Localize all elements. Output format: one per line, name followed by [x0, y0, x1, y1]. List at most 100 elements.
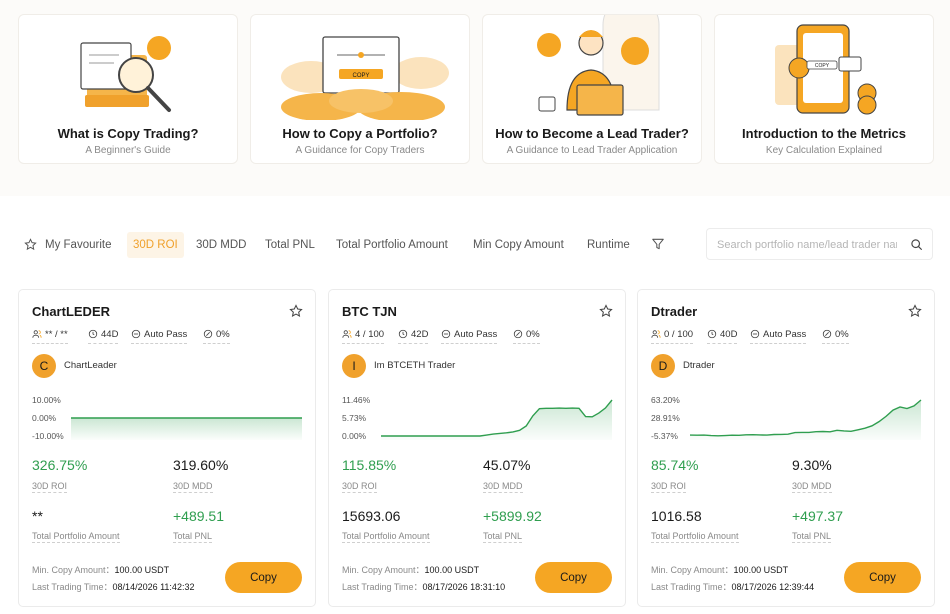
copiers-count: 4 / 100 — [355, 329, 385, 340]
mdd-value: 319.60% — [173, 457, 229, 473]
auto-pass-icon — [441, 329, 451, 339]
copiers-count: 0 / 100 — [664, 329, 694, 340]
min-copy-amount: Min. Copy Amount：100.00 USDT — [342, 563, 479, 576]
portfolio-card-0[interactable]: ChartLEDER ** / ** 44D Auto Pass 0% C — [18, 289, 316, 607]
profit-share: 0% — [216, 329, 230, 340]
auto-pass-meta: Auto Pass — [441, 328, 498, 344]
users-icon — [342, 330, 352, 338]
users-icon — [32, 330, 42, 338]
guide-title: Introduction to the Metrics — [742, 126, 906, 141]
runtime-days: 44D — [101, 329, 119, 340]
trader-laptop-illustration — [537, 15, 660, 116]
percent-icon — [513, 329, 523, 339]
filter-funnel-icon[interactable] — [651, 237, 665, 251]
profit-share-meta: 0% — [513, 328, 540, 344]
days-meta: 44D — [88, 328, 119, 344]
auto-pass-label: Auto Pass — [144, 329, 188, 340]
roi-area — [381, 400, 612, 440]
y-tick-label: 11.46% — [342, 395, 371, 405]
auto-pass-icon — [131, 329, 141, 339]
tab-total-pnl[interactable]: Total PNL — [265, 239, 315, 251]
favourite-star-icon[interactable] — [599, 304, 613, 318]
tab-min-copy-amount[interactable]: Min Copy Amount — [473, 239, 564, 251]
y-tick-label: 0.00% — [342, 431, 367, 441]
guide-subtitle: A Guidance to Lead Trader Application — [506, 145, 678, 156]
favourite-star-icon[interactable] — [289, 304, 303, 318]
guide-title: What is Copy Trading? — [57, 126, 199, 141]
copiers-count: ** / ** — [45, 329, 68, 340]
roi-chart-plot — [689, 399, 922, 440]
pnl-label: Total PNL — [173, 531, 213, 543]
guide-card-what-is-copy-trading[interactable]: What is Copy Trading? A Beginner's Guide — [18, 14, 238, 164]
phone-coins-illustration: COPY — [775, 24, 877, 115]
tab-total-portfolio-amount[interactable]: Total Portfolio Amount — [336, 239, 448, 251]
roi-line — [689, 399, 922, 437]
clock-icon — [707, 329, 717, 339]
roi-chart: 10.00% 0.00% -10.00% — [19, 392, 317, 448]
avatar: I — [342, 354, 366, 378]
folder-magnifier-illustration — [80, 36, 171, 112]
lead-trader-name: ChartLeader — [64, 360, 117, 371]
search-icon[interactable] — [910, 238, 923, 251]
min-copy-label: Min. Copy Amount： — [32, 565, 115, 575]
days-meta: 42D — [398, 328, 429, 344]
auto-pass-meta: Auto Pass — [750, 328, 807, 344]
tab-30d-roi[interactable]: 30D ROI — [127, 232, 184, 258]
pnl-label: Total PNL — [483, 531, 523, 543]
portfolio-value: 1016.58 — [651, 508, 702, 524]
y-tick-label: 5.73% — [342, 413, 367, 423]
profit-share-meta: 0% — [203, 328, 230, 344]
portfolio-value: ** — [32, 508, 43, 524]
portfolio-card-1[interactable]: BTC TJN 4 / 100 42D Auto Pass 0% I — [328, 289, 626, 607]
users-icon — [651, 330, 661, 338]
min-copy-label: Min. Copy Amount： — [342, 565, 425, 575]
y-tick-label: 28.91% — [651, 413, 680, 423]
roi-area — [71, 418, 302, 440]
search-box — [706, 228, 933, 260]
last-trading-value: 08/14/2026 11:42:32 — [112, 582, 195, 592]
last-trading-label: Last Trading Time： — [651, 582, 732, 592]
guide-card-metrics[interactable]: COPY Introduction to the Metrics Key Cal… — [714, 14, 934, 164]
clock-icon — [88, 329, 98, 339]
tab-30d-mdd[interactable]: 30D MDD — [196, 239, 247, 251]
y-tick-label: -10.00% — [32, 431, 64, 441]
last-trading-label: Last Trading Time： — [342, 582, 423, 592]
y-tick-label: 63.20% — [651, 395, 680, 405]
auto-pass-icon — [750, 329, 760, 339]
profit-share-meta: 0% — [822, 328, 849, 344]
percent-icon — [822, 329, 832, 339]
auto-pass-meta: Auto Pass — [131, 328, 188, 344]
guide-subtitle: A Guidance for Copy Traders — [295, 145, 425, 156]
roi-label: 30D ROI — [651, 481, 687, 493]
copy-button[interactable]: Copy — [844, 562, 921, 593]
portfolio-label: Total Portfolio Amount — [342, 531, 430, 543]
last-trading-label: Last Trading Time： — [32, 582, 113, 592]
search-input[interactable] — [717, 235, 897, 255]
last-trading-time: Last Trading Time：08/17/2026 18:31:10 — [342, 580, 505, 593]
copiers-meta: 0 / 100 — [651, 328, 694, 344]
min-copy-value: 100.00 USDT — [424, 565, 480, 575]
copy-button[interactable]: Copy — [535, 562, 612, 593]
guide-title: How to Copy a Portfolio? — [282, 126, 438, 141]
guide-card-become-lead-trader[interactable]: How to Become a Lead Trader? A Guidance … — [482, 14, 702, 164]
guide-card-how-to-copy[interactable]: COPY How to Copy a Portfolio? A Guidance… — [250, 14, 470, 164]
star-outline-icon[interactable] — [24, 238, 37, 251]
portfolio-card-2[interactable]: Dtrader 0 / 100 40D Auto Pass 0% D — [637, 289, 935, 607]
last-trading-time: Last Trading Time：08/14/2026 11:42:32 — [32, 580, 194, 593]
y-tick-label: 10.00% — [32, 395, 61, 405]
clock-icon — [398, 329, 408, 339]
mdd-label: 30D MDD — [173, 481, 213, 493]
mdd-value: 9.30% — [792, 457, 832, 473]
avatar: D — [651, 354, 675, 378]
filter-my-favourite[interactable]: My Favourite — [45, 239, 112, 251]
copy-button[interactable]: Copy — [225, 562, 302, 593]
illustration-copy-label: COPY — [815, 63, 830, 69]
last-trading-time: Last Trading Time：08/17/2026 12:39:44 — [651, 580, 814, 593]
favourite-star-icon[interactable] — [908, 304, 922, 318]
roi-area — [690, 400, 921, 440]
avatar: C — [32, 354, 56, 378]
roi-chart: 11.46% 5.73% 0.00% — [329, 392, 627, 448]
y-tick-label: 0.00% — [32, 413, 57, 423]
roi-chart-plot — [71, 417, 302, 440]
tab-runtime[interactable]: Runtime — [587, 239, 630, 251]
